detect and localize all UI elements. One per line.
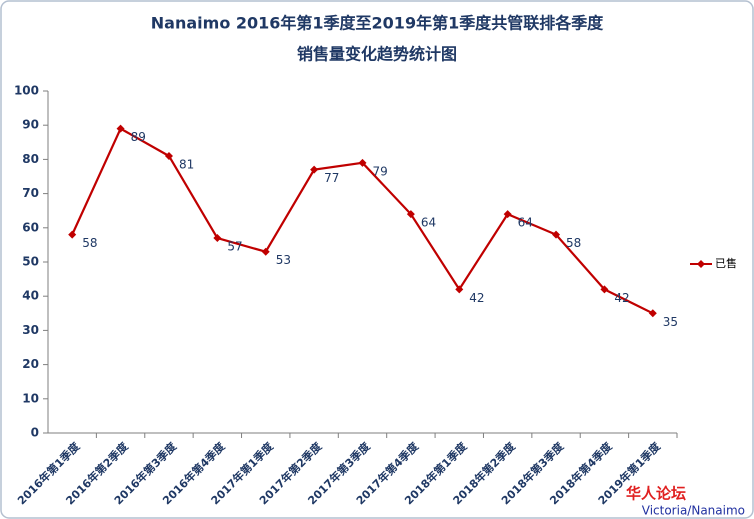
legend-marker xyxy=(697,260,705,268)
y-tick-label: 10 xyxy=(22,391,39,405)
value-label: 81 xyxy=(179,157,194,171)
y-tick-label: 80 xyxy=(22,152,39,166)
point xyxy=(68,230,77,239)
point xyxy=(164,151,173,160)
value-label: 35 xyxy=(663,315,678,329)
y-tick-label: 20 xyxy=(22,357,39,371)
point xyxy=(648,309,657,318)
value-label: 53 xyxy=(276,253,291,267)
point xyxy=(116,124,125,133)
y-tick-label: 0 xyxy=(31,426,39,440)
point xyxy=(310,165,319,174)
y-tick-label: 90 xyxy=(22,118,39,132)
point xyxy=(552,230,561,239)
y-tick-label: 70 xyxy=(22,186,39,200)
chart-title: Nanaimo 2016年第1季度至2019年第1季度共管联排各季度 xyxy=(151,14,604,33)
chart-subtitle: 销售量变化趋势统计图 xyxy=(297,45,457,64)
y-tick-label: 50 xyxy=(22,255,39,269)
point xyxy=(213,234,222,243)
legend-label: 已售 xyxy=(715,256,737,270)
point xyxy=(503,210,512,219)
value-label: 57 xyxy=(227,240,242,254)
value-label: 64 xyxy=(421,216,436,230)
y-tick-label: 60 xyxy=(22,220,39,234)
value-label: 89 xyxy=(131,130,146,144)
value-label: 42 xyxy=(614,291,629,305)
value-label: 58 xyxy=(566,236,581,250)
point xyxy=(455,285,464,294)
value-label: 58 xyxy=(82,236,97,250)
point xyxy=(358,158,367,167)
y-tick-label: 30 xyxy=(22,323,39,337)
point xyxy=(600,285,609,294)
y-tick-label: 100 xyxy=(14,84,39,98)
value-label: 79 xyxy=(373,164,388,178)
point xyxy=(261,247,270,256)
value-label: 77 xyxy=(324,171,339,185)
watermark-sub: Victoria/Nanaimo xyxy=(642,504,745,518)
value-label: 64 xyxy=(518,216,533,230)
watermark-title: 华人论坛 xyxy=(626,485,686,503)
value-label: 42 xyxy=(469,291,484,305)
y-tick-label: 40 xyxy=(22,289,39,303)
point xyxy=(406,210,415,219)
